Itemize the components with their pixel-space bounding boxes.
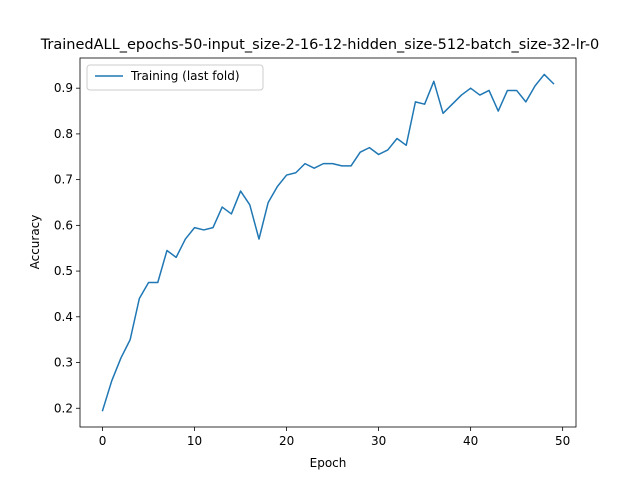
plot-area [101, 73, 555, 412]
y-tick-label: 0.4 [54, 310, 73, 324]
x-tick-label: 0 [99, 434, 107, 448]
chart-title: TrainedALL_epochs-50-input_size-2-16-12-… [40, 37, 600, 53]
x-tick-label: 30 [371, 434, 386, 448]
y-tick-label: 0.8 [54, 127, 73, 141]
y-tick-label: 0.5 [54, 264, 73, 278]
x-axis-ticks: 0 10 20 30 40 50 [99, 427, 570, 448]
y-tick-label: 0.6 [54, 218, 73, 232]
y-axis-ticks: 0.2 0.3 0.4 0.5 0.6 0.7 0.8 0.9 [54, 81, 80, 415]
x-axis-label: Epoch [310, 456, 347, 470]
legend-box [86, 64, 264, 91]
y-tick-label: 0.3 [54, 356, 73, 370]
legend-label: Training (last fold) [130, 69, 240, 83]
axes-frame [79, 57, 577, 428]
x-tick-label: 10 [187, 434, 202, 448]
y-axis-label: Accuracy [28, 215, 42, 270]
legend: Training (last fold) [86, 64, 264, 91]
series-line-0 [101, 73, 555, 412]
y-tick-label: 0.9 [54, 81, 73, 95]
x-tick-label: 20 [279, 434, 294, 448]
x-tick-label: 40 [463, 434, 478, 448]
y-tick-label: 0.7 [54, 173, 73, 187]
x-tick-label: 50 [555, 434, 570, 448]
y-tick-label: 0.2 [54, 401, 73, 415]
